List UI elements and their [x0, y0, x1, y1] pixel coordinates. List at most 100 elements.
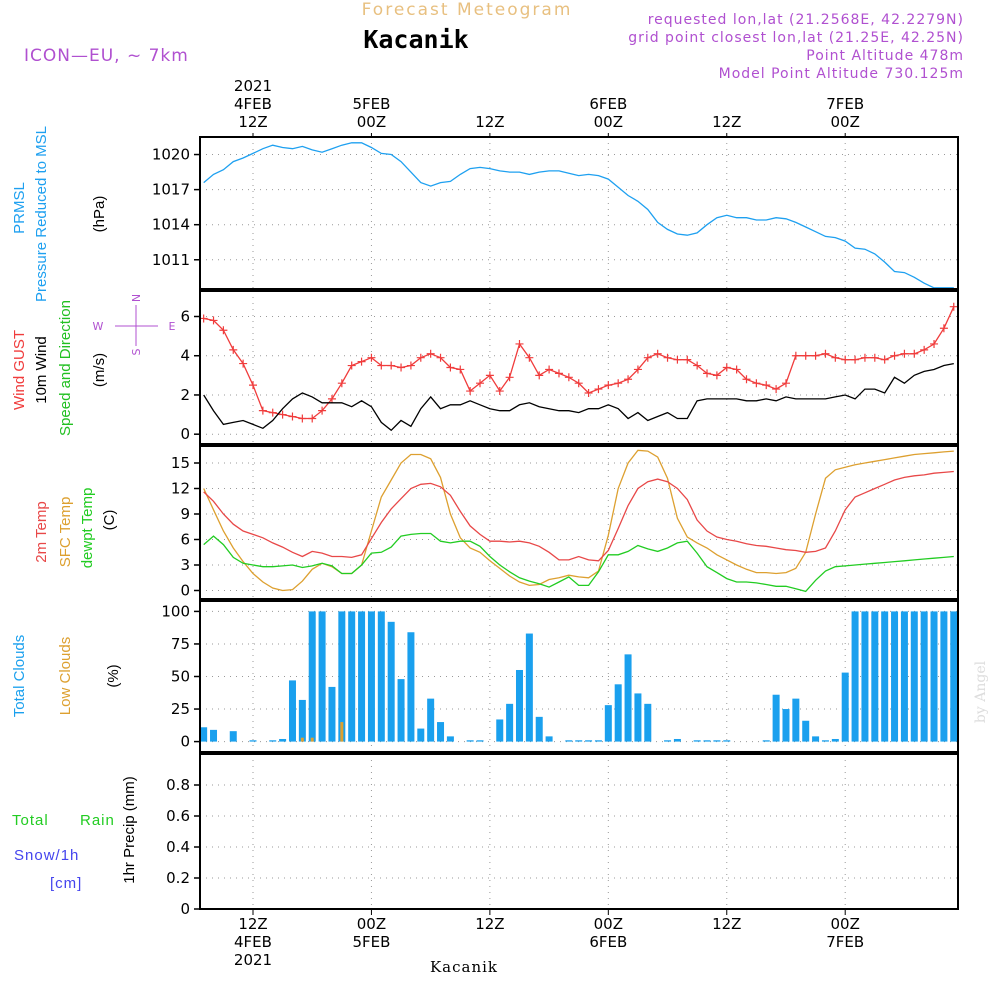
total-cloud-bar: [328, 686, 336, 742]
cloud-y-ticks: 0 25 50 75 100: [161, 602, 200, 751]
total-cloud-bar: [693, 740, 701, 742]
pressure-y-ticks: 1011 1014 1017 1020: [152, 146, 200, 269]
time-label: 6FEB: [589, 933, 627, 951]
y-tick-label: 0.4: [166, 838, 190, 856]
total-cloud-bar: [348, 611, 356, 742]
time-label: 12Z: [475, 113, 504, 131]
total-cloud-bar: [644, 703, 652, 742]
gust-marker: [841, 355, 850, 364]
total-clouds-label: Total Clouds: [11, 635, 28, 718]
total-cloud-bar: [624, 654, 632, 742]
time-label: 2021: [234, 77, 272, 95]
gust-marker: [880, 355, 889, 364]
gust-marker: [693, 361, 702, 370]
t2m-line: [203, 470, 954, 562]
y-tick-label: 0: [180, 582, 190, 600]
compass-s: S: [130, 348, 143, 355]
gust-marker: [831, 353, 840, 362]
sfc-temp-line: [203, 449, 954, 592]
gust-marker: [298, 414, 307, 423]
wind-dir-label: Speed and Direction: [57, 300, 74, 436]
total-cloud-bar: [367, 611, 375, 742]
gust-marker: [564, 373, 573, 382]
total-cloud-bar: [673, 738, 681, 742]
gust-line: [203, 306, 955, 420]
total-cloud-bar: [772, 694, 780, 742]
total-cloud-bar: [910, 611, 918, 742]
total-cloud-bar: [634, 693, 642, 742]
gust-marker: [367, 353, 376, 362]
time-label: 12Z: [475, 915, 504, 933]
y-tick-label: 4: [180, 347, 190, 365]
time-label: 5FEB: [352, 933, 390, 951]
t2m-label: 2m Temp: [33, 501, 50, 562]
gust-marker: [219, 326, 228, 335]
wind-10m-label: 10m Wind: [33, 336, 50, 404]
sfc-temp-label: SFC Temp: [57, 497, 74, 568]
y-tick-label: 50: [171, 668, 190, 686]
gust-marker: [574, 379, 583, 388]
time-label: 00Z: [594, 113, 623, 131]
time-label: 7FEB: [826, 933, 864, 951]
low-cloud-bar: [300, 737, 304, 742]
grid-layer: [200, 137, 958, 909]
gust-marker: [554, 369, 563, 378]
gust-marker: [801, 351, 810, 360]
gust-marker: [633, 365, 642, 374]
dewpt-line: [203, 532, 954, 593]
gust-marker: [258, 406, 267, 415]
gust-marker: [288, 412, 297, 421]
total-cloud-bar: [279, 738, 287, 742]
total-cloud-bar: [565, 740, 573, 742]
time-label: 2021: [234, 951, 272, 969]
gust-marker: [643, 353, 652, 362]
gust-marker: [456, 365, 465, 374]
total-label: Total: [12, 812, 49, 829]
total-cloud-bar: [466, 740, 474, 742]
wind-y-ticks: 0 2 4 6: [180, 308, 200, 443]
time-label: 00Z: [357, 113, 386, 131]
total-cloud-bar: [407, 632, 415, 742]
gust-marker: [377, 361, 386, 370]
total-cloud-bar: [288, 680, 296, 742]
total-cloud-bar: [358, 611, 366, 742]
y-tick-label: 100: [161, 602, 190, 620]
total-cloud-bar: [881, 611, 889, 742]
gust-marker: [712, 371, 721, 380]
precip-unit: 1hr Precip (mm): [121, 776, 138, 884]
gust-marker: [337, 379, 346, 388]
total-cloud-bar: [338, 611, 346, 742]
wind-panel: Wind GUST 10m Wind Speed and Direction (…: [11, 294, 958, 443]
time-label: 4FEB: [234, 95, 272, 113]
total-cloud-bar: [387, 621, 395, 742]
gust-marker: [347, 361, 356, 370]
total-cloud-bar: [427, 698, 435, 742]
panel-frame: [199, 445, 959, 600]
gust-marker: [772, 385, 781, 394]
wind-unit: (m/s): [91, 353, 108, 387]
total-cloud-bar: [506, 703, 514, 742]
info-line-1: requested lon,lat (21.2568E, 42.2279N): [648, 12, 964, 28]
gust-marker: [446, 363, 455, 372]
total-cloud-bar: [229, 731, 237, 742]
total-cloud-bar: [664, 740, 672, 742]
y-tick-label: 0.2: [166, 869, 190, 887]
total-cloud-bar: [930, 611, 938, 742]
y-tick-label: 1014: [152, 216, 190, 234]
compass-n: N: [130, 294, 143, 302]
y-tick-label: 0.6: [166, 807, 190, 825]
time-label: 00Z: [357, 915, 386, 933]
total-cloud-bar: [585, 740, 593, 742]
snow-unit-label: [cm]: [50, 875, 82, 892]
pressure-label-1: PRMSL: [11, 182, 28, 234]
total-cloud-bar: [545, 736, 553, 742]
y-tick-label: 0.8: [166, 776, 190, 794]
gust-marker: [920, 345, 929, 354]
gust-marker: [870, 353, 879, 362]
total-cloud-bar: [525, 633, 533, 742]
total-cloud-bar: [210, 729, 218, 742]
total-cloud-bar: [269, 740, 277, 742]
y-tick-label: 1020: [152, 146, 190, 164]
gust-marker: [426, 349, 435, 358]
